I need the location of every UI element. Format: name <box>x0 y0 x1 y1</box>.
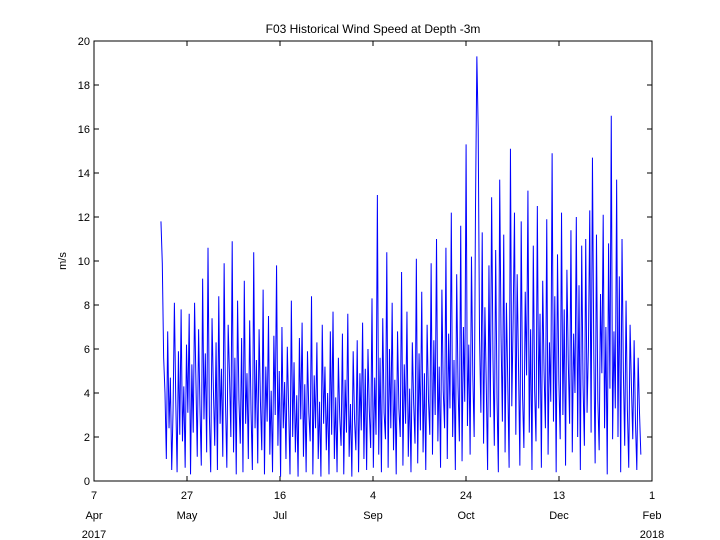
x-tick-month: Dec <box>549 510 569 522</box>
x-tick-month: May <box>177 510 198 522</box>
y-tick-label: 0 <box>84 476 90 488</box>
x-tick-day: 16 <box>274 490 286 502</box>
chart-title: F03 Historical Wind Speed at Depth -3m <box>266 22 481 36</box>
x-tick-month: Sep <box>363 510 383 522</box>
y-axis-label: m/s <box>57 252 69 270</box>
y-tick-label: 6 <box>84 344 90 356</box>
x-tick-day: 7 <box>91 490 97 502</box>
x-tick-day: 1 <box>649 490 655 502</box>
x-tick-day: 27 <box>181 490 193 502</box>
y-tick-label: 12 <box>78 212 90 224</box>
x-tick-month: Oct <box>457 510 474 522</box>
x-tick-day: 13 <box>553 490 565 502</box>
y-tick-label: 2 <box>84 432 90 444</box>
y-tick-label: 8 <box>84 300 90 312</box>
x-tick-day: 24 <box>460 490 472 502</box>
y-tick-label: 18 <box>78 80 90 92</box>
y-tick-label: 10 <box>78 256 90 268</box>
y-tick-label: 20 <box>78 36 90 48</box>
year-label-end: 2018 <box>640 529 664 540</box>
x-tick-day: 4 <box>370 490 376 502</box>
x-tick-month: Jul <box>273 510 287 522</box>
y-tick-label: 4 <box>84 388 90 400</box>
wind-speed-series <box>160 56 642 477</box>
x-tick-month: Apr <box>85 510 102 522</box>
year-label-start: 2017 <box>82 529 106 540</box>
x-tick-month: Feb <box>643 510 662 522</box>
y-tick-label: 14 <box>78 168 90 180</box>
y-axis: 0 2 4 6 8 10 12 14 16 18 20 <box>78 36 652 488</box>
y-tick-label: 16 <box>78 124 90 136</box>
